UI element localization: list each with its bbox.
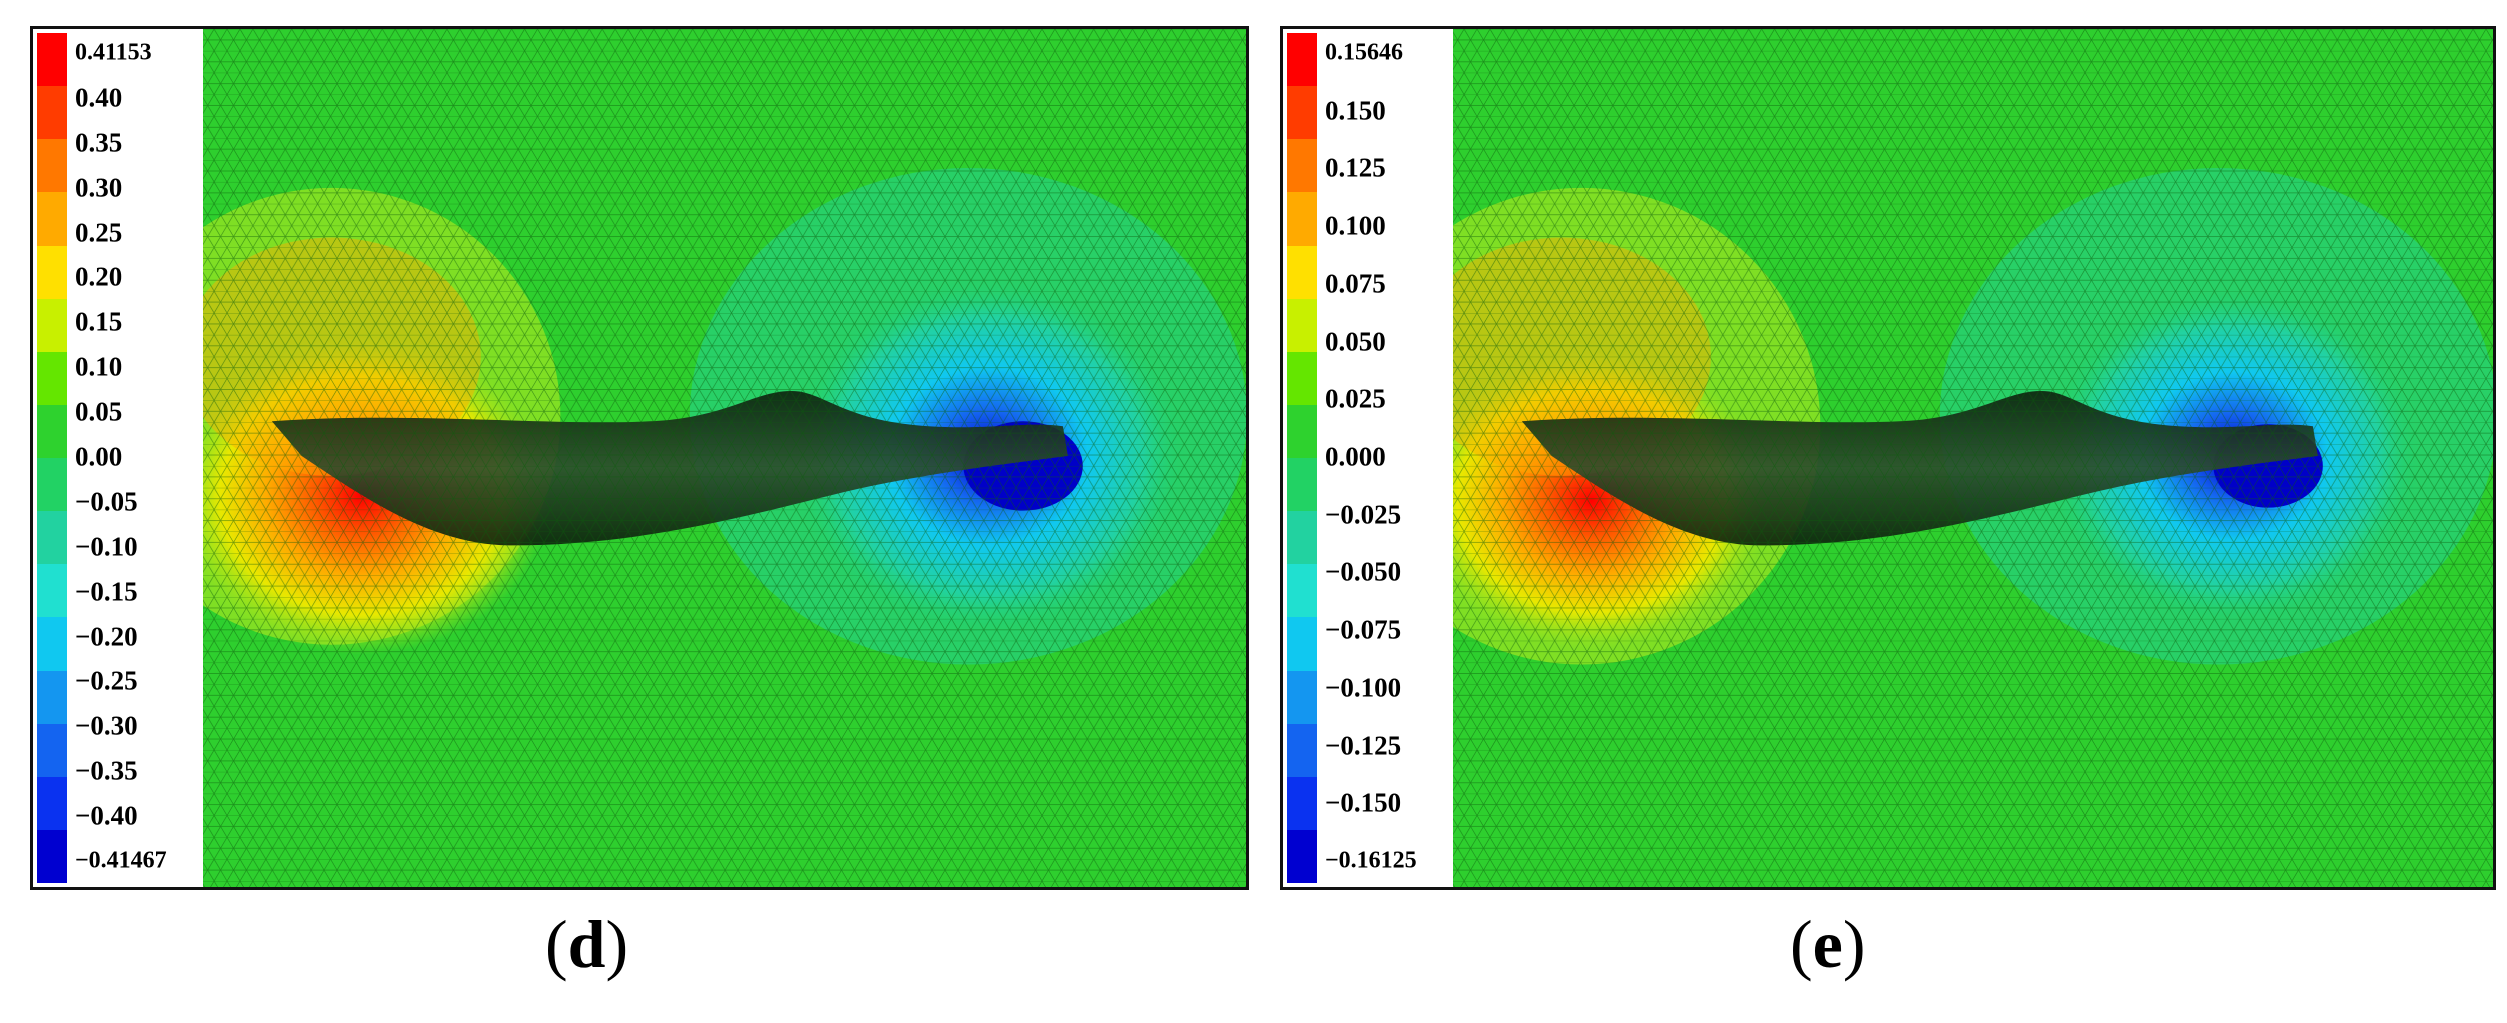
color-bar-segment: [37, 776, 67, 830]
caption-e: (e): [1790, 906, 1866, 982]
legend-label: −0.125: [1325, 730, 1402, 761]
color-legend-d: 0.41153 0.40 0.35 0.30 0.25 0.20 0.15 0.10 0.05 0…: [33, 29, 203, 887]
contour-field-d: [33, 29, 1246, 887]
color-bar-segment: [1287, 86, 1317, 140]
color-bar-segment: [37, 458, 67, 512]
color-bar-segment: [1287, 723, 1317, 777]
legend-label: −0.25: [75, 665, 138, 696]
color-bar-d: [37, 33, 67, 883]
color-bar-e: [1287, 33, 1317, 883]
color-bar-segment: [1287, 298, 1317, 352]
legend-label: −0.16125: [1325, 847, 1417, 874]
legend-label: −0.05: [75, 486, 138, 517]
mesh-overlay: [33, 29, 1246, 887]
color-bar-segment: [37, 245, 67, 299]
legend-label: −0.40: [75, 800, 138, 831]
legend-label: −0.025: [1325, 499, 1402, 530]
color-bar-segment: [1287, 564, 1317, 618]
contour-field-e: [1283, 29, 2493, 887]
color-bar-segment: [1287, 404, 1317, 458]
color-bar-segment: [37, 351, 67, 405]
caption-d: (d): [545, 906, 629, 982]
legend-label: 0.00: [75, 441, 123, 472]
color-legend-e: 0.15646 0.150 0.125 0.100 0.075 0.050 0.025 0.0…: [1283, 29, 1453, 887]
color-bar-segment: [37, 617, 67, 671]
legend-label: −0.10: [75, 531, 138, 562]
legend-label: −0.075: [1325, 614, 1402, 645]
legend-label: 0.10: [75, 351, 123, 382]
color-bar-segment: [37, 298, 67, 352]
color-bar-segment: [1287, 192, 1317, 246]
legend-label: −0.20: [75, 621, 138, 652]
legend-label: 0.150: [1325, 95, 1386, 126]
color-bar-segment: [37, 404, 67, 458]
color-bar-segment: [37, 564, 67, 618]
color-bar-segment: [37, 829, 67, 883]
color-bar-segment: [37, 723, 67, 777]
legend-label: 0.41153: [75, 39, 152, 66]
legend-label: 0.100: [1325, 210, 1386, 241]
legend-label: 0.025: [1325, 383, 1386, 414]
legend-label: 0.050: [1325, 326, 1386, 357]
color-bar-segment: [37, 33, 67, 87]
legend-label: −0.150: [1325, 787, 1402, 818]
color-bar-segment: [1287, 351, 1317, 405]
caption-letter-e: e: [1812, 906, 1843, 982]
color-bar-segment: [1287, 139, 1317, 193]
color-bar-segment: [1287, 829, 1317, 883]
contour-panel-d: 0.41153 0.40 0.35 0.30 0.25 0.20 0.15 0.10 0.05 0…: [30, 26, 1249, 890]
legend-label: 0.35: [75, 127, 123, 158]
color-bar-segment: [37, 139, 67, 193]
legend-label: −0.15: [75, 576, 138, 607]
legend-label: 0.125: [1325, 152, 1386, 183]
legend-label: −0.35: [75, 755, 138, 786]
color-bar-segment: [1287, 245, 1317, 299]
legend-label: 0.075: [1325, 268, 1386, 299]
legend-label: −0.100: [1325, 672, 1402, 703]
legend-label: 0.05: [75, 396, 123, 427]
color-bar-segment: [1287, 617, 1317, 671]
legend-label: 0.000: [1325, 441, 1386, 472]
legend-label: 0.30: [75, 172, 123, 203]
color-bar-segment: [1287, 670, 1317, 724]
legend-label: −0.41467: [75, 847, 167, 874]
color-bar-segment: [1287, 33, 1317, 87]
legend-label: −0.050: [1325, 556, 1402, 587]
mesh-overlay: [1283, 29, 2493, 887]
color-bar-segment: [37, 86, 67, 140]
color-bar-segment: [1287, 776, 1317, 830]
color-bar-segment: [1287, 511, 1317, 565]
legend-label: 0.40: [75, 82, 123, 113]
color-bar-segment: [1287, 458, 1317, 512]
color-bar-segment: [37, 670, 67, 724]
legend-label: 0.20: [75, 261, 123, 292]
legend-label: −0.30: [75, 710, 138, 741]
color-bar-segment: [37, 192, 67, 246]
legend-label: 0.15: [75, 306, 123, 337]
caption-letter-d: d: [567, 906, 606, 982]
contour-panel-e: 0.15646 0.150 0.125 0.100 0.075 0.050 0.025 0.0…: [1280, 26, 2496, 890]
color-bar-segment: [37, 511, 67, 565]
legend-label: 0.15646: [1325, 39, 1403, 66]
legend-label: 0.25: [75, 217, 123, 248]
